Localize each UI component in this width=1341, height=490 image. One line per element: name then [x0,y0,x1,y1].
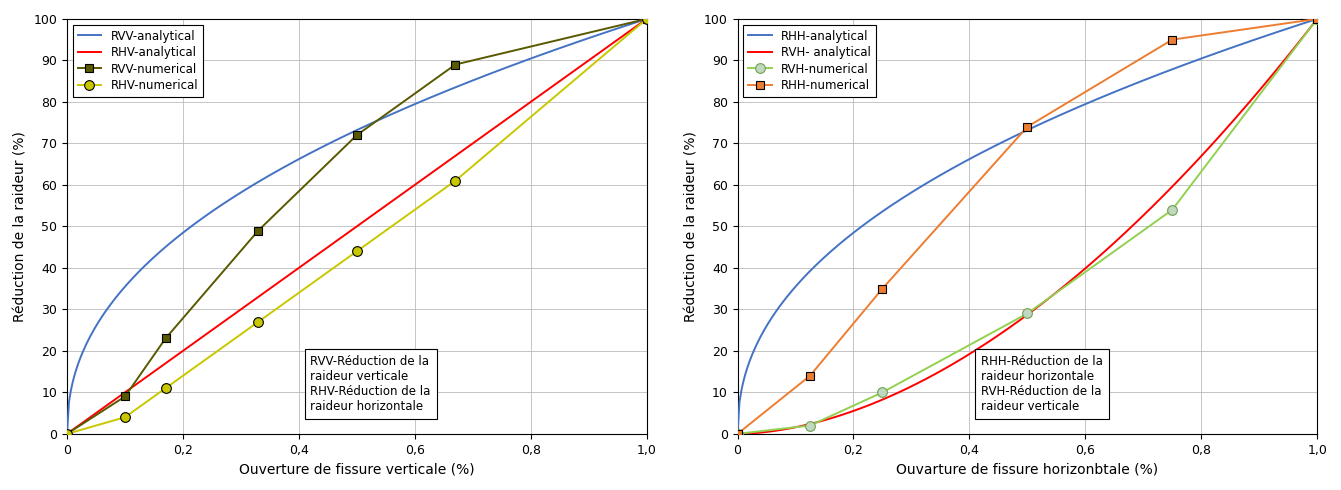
RHV-numerical [349,248,365,254]
Line: RHV-analytical: RHV-analytical [67,19,646,434]
RHH-numerical [1164,37,1180,43]
RHV-analytical [585,55,601,61]
RVH-numerical [1164,207,1180,213]
RVV-analytical [585,34,601,40]
Line: RVH- analytical: RVH- analytical [738,19,1317,434]
RVH-numerical [874,390,890,395]
RHV-analytical [547,81,563,87]
RHH-analytical [1218,47,1234,52]
RVV-numerical [117,393,133,399]
RHV-numerical [157,385,173,391]
Line: RVV-analytical: RVV-analytical [67,19,646,434]
RHH-numerical [730,431,746,437]
RVV-analytical [402,103,418,109]
Text: RVV-Réduction de la
raideur verticale
RHV-Réduction de la
raideur horizontale: RVV-Réduction de la raideur verticale RH… [311,355,430,413]
RHH-analytical [1085,98,1101,104]
Line: RHV-numerical: RHV-numerical [62,14,652,439]
RVV-numerical [448,62,464,68]
RHH-numerical [874,286,890,292]
RVH- analytical [731,431,747,437]
Line: RVV-numerical: RVV-numerical [63,15,650,438]
Line: RHH-analytical: RHH-analytical [738,19,1317,434]
Legend: RVV-analytical, RHV-analytical, RVV-numerical, RHV-numerical: RVV-analytical, RHV-analytical, RVV-nume… [72,25,202,97]
RVH- analytical [1309,16,1325,22]
RVV-numerical [349,132,365,138]
Text: RHH-Réduction de la
raideur horizontale
RVH-Réduction de la
raideur verticale: RHH-Réduction de la raideur horizontale … [982,355,1102,413]
RHV-analytical [638,16,654,22]
RHV-analytical [60,430,76,436]
RVV-analytical [547,47,563,52]
RHH-numerical [1019,124,1035,130]
RVV-numerical [157,336,173,342]
RVH- analytical [730,431,746,437]
RVV-analytical [404,102,420,108]
X-axis label: Ouverture de fissure verticale (%): Ouverture de fissure verticale (%) [239,462,475,476]
RHV-numerical [117,415,133,420]
Line: RVH-numerical: RVH-numerical [732,14,1322,439]
Legend: RHH-analytical, RVH- analytical, RVH-numerical, RHH-numerical: RHH-analytical, RVH- analytical, RVH-num… [743,25,876,97]
RHH-analytical [1073,103,1089,109]
RVV-numerical [251,227,267,233]
RHV-analytical [404,184,420,190]
RHH-analytical [731,399,747,405]
Line: RHH-numerical: RHH-numerical [734,15,1321,438]
RVV-analytical [638,16,654,22]
RVH- analytical [1074,268,1090,273]
RVH- analytical [1073,270,1089,275]
RHV-analytical [59,431,75,437]
RVH- analytical [1255,83,1271,89]
RVV-analytical [414,98,430,104]
RHH-numerical [1309,16,1325,22]
RHH-analytical [1255,34,1271,40]
RVV-analytical [59,431,75,437]
RHV-numerical [448,178,464,184]
RHH-analytical [1309,16,1325,22]
RVH- analytical [1085,259,1101,265]
RVH-numerical [1019,311,1035,317]
RVV-numerical [59,431,75,437]
RVH- analytical [1218,126,1234,132]
RVH-numerical [730,431,746,437]
RHV-analytical [402,185,418,191]
RHH-analytical [1074,102,1090,108]
RHH-numerical [802,373,818,379]
X-axis label: Ouvarture de fissure horizonbtale (%): Ouvarture de fissure horizonbtale (%) [896,462,1159,476]
Y-axis label: Réduction de la raideur (%): Réduction de la raideur (%) [684,131,699,322]
RHH-analytical [730,431,746,437]
RVH-numerical [802,422,818,428]
Y-axis label: Réduction de la raideur (%): Réduction de la raideur (%) [13,131,28,322]
RVV-numerical [638,16,654,22]
RVH-numerical [1309,16,1325,22]
RHV-numerical [251,319,267,325]
RHV-analytical [414,177,430,183]
RHV-numerical [59,431,75,437]
RVV-analytical [60,399,76,405]
RHV-numerical [638,16,654,22]
